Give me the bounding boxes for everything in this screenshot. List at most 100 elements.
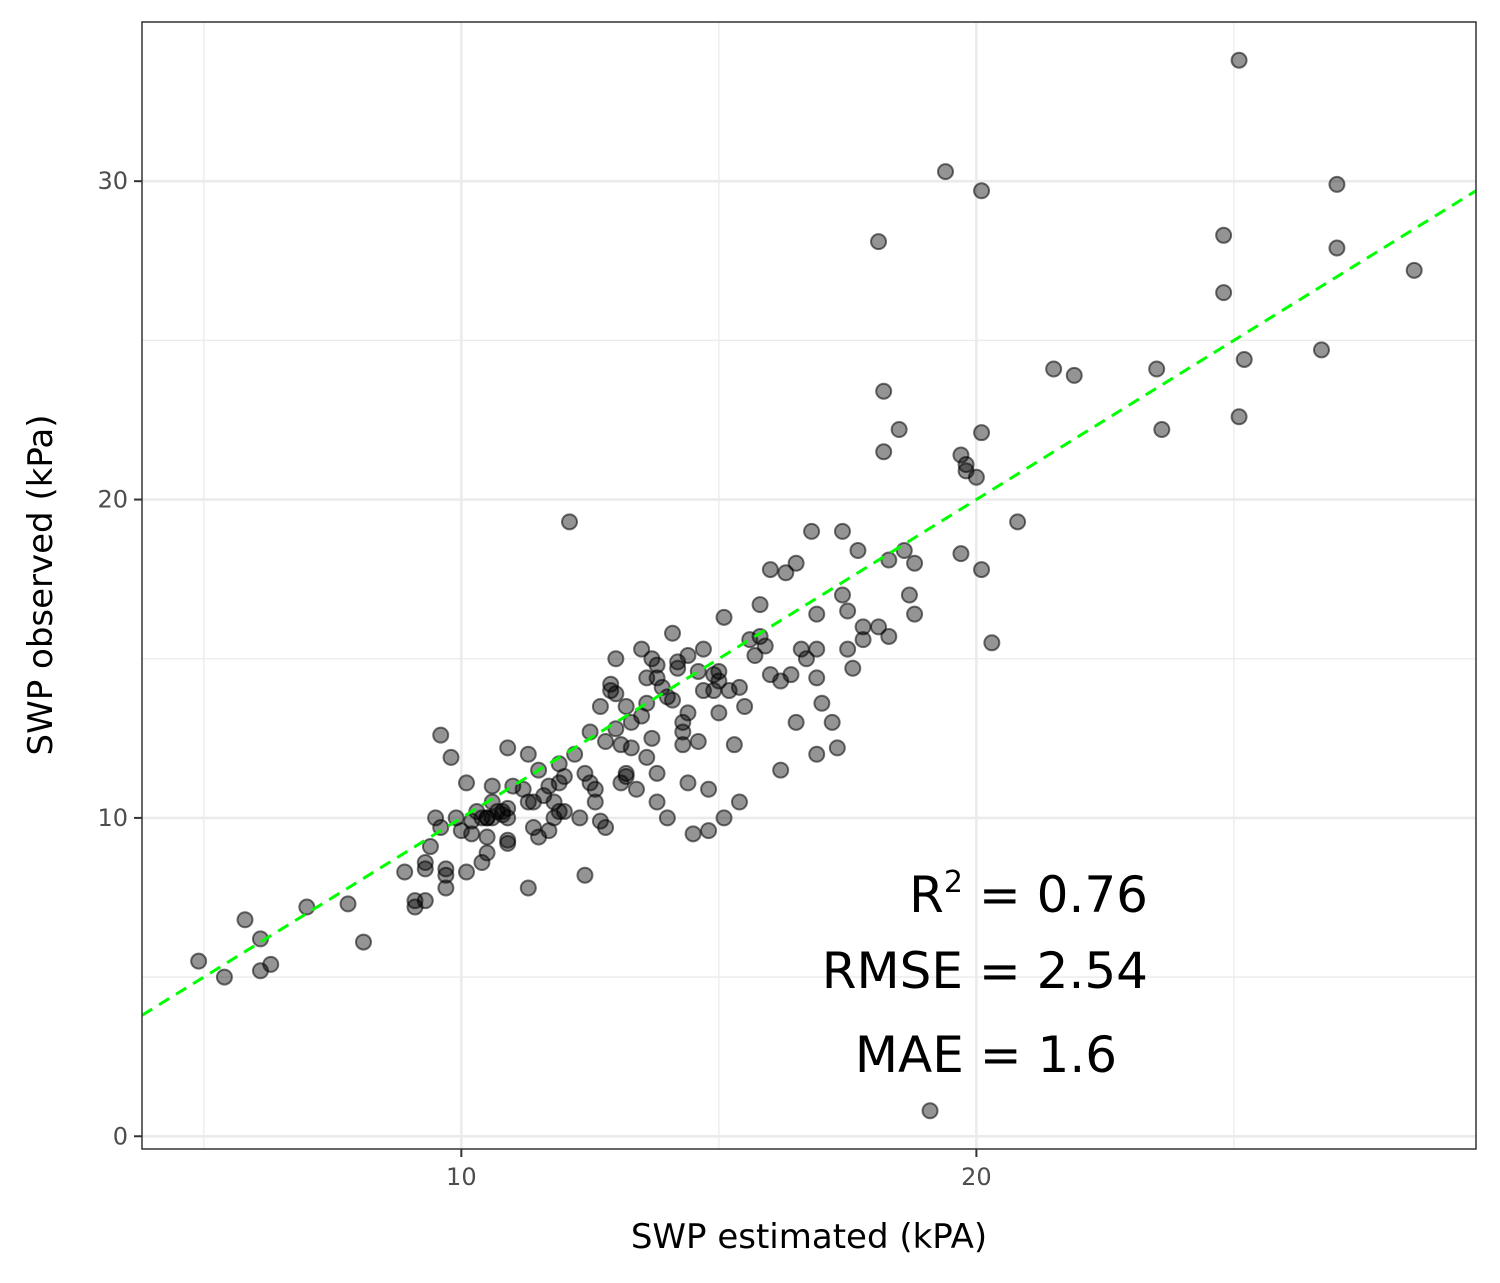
data-point [900,586,918,604]
data-point [782,666,800,684]
data-point [437,879,455,897]
data-point [648,793,666,811]
data-point [808,640,826,658]
data-point [700,780,718,798]
data-point [715,809,733,827]
data-point [643,729,661,747]
data-point [396,863,414,881]
data-point [607,720,625,738]
data-point [921,1102,939,1120]
data-point [787,713,805,731]
data-point [339,895,357,913]
data-point [416,892,434,910]
data-point [1009,513,1027,531]
data-point [880,551,898,569]
data-point [664,691,682,709]
data-point [586,793,604,811]
data-point [607,685,625,703]
data-point [555,768,573,786]
data-point [803,522,821,540]
data-point [870,233,888,251]
data-point [730,793,748,811]
data-point [437,866,455,884]
data-point [674,723,692,741]
data-point [519,745,537,763]
data-point [648,764,666,782]
data-point [906,554,924,572]
y-tick-label: 20 [97,486,128,514]
x-axis-title: SWP estimated (kPA) [631,1217,987,1257]
data-point [952,545,970,563]
reference-line [141,189,1477,1017]
data-point [1230,408,1248,426]
data-point [849,541,867,559]
data-point [689,732,707,750]
data-point [597,732,615,750]
plot-background [142,22,1476,1149]
r-squared-annotation: R2 = 0.76 [909,865,1148,924]
data-point [483,777,501,795]
data-point [679,774,697,792]
data-point [437,860,455,878]
y-tick-label: 10 [97,804,128,832]
data-point [457,863,475,881]
data-point [478,844,496,862]
data-point [797,650,815,668]
plot-border [141,21,1477,1150]
data-point [725,736,743,754]
data-point [617,768,635,786]
data-point [870,618,888,636]
data-point [833,522,851,540]
data-point [1405,261,1423,279]
axis-layer: 10 20 0 10 20 30 [97,167,991,1191]
data-point [622,739,640,757]
data-point [215,968,233,986]
data-point [560,513,578,531]
mae-annotation: MAE = 1.6 [855,1026,1117,1084]
data-point [679,647,697,665]
data-point [1065,366,1083,384]
data-point [576,866,594,884]
r-squared-superscript: 2 [944,865,963,900]
data-point [813,694,831,712]
data-point [555,803,573,821]
data-point [499,739,517,757]
data-point [658,809,676,827]
data-point [823,713,841,731]
data-point [576,764,594,782]
data-point [880,627,898,645]
data-point [602,675,620,693]
data-point [1235,350,1253,368]
data-point [679,704,697,722]
data-point [854,631,872,649]
data-point [694,640,712,658]
data-point [777,564,795,582]
data-point [1148,360,1166,378]
data-point [808,669,826,687]
data-point [772,761,790,779]
data-point [591,697,609,715]
data-point [808,745,826,763]
data-point [1215,226,1233,244]
data-point [617,697,635,715]
data-point [1312,341,1330,359]
data-point [648,656,666,674]
data-point [519,793,537,811]
r-squared-symbol: R [909,866,944,924]
data-point [715,608,733,626]
rmse-annotation: RMSE = 2.54 [822,942,1148,1000]
data-point [627,780,645,798]
data-point [756,637,774,655]
data-point [524,818,542,836]
data-point [973,182,991,200]
x-tick-label: 20 [961,1163,992,1191]
data-point [839,602,857,620]
reference-line-layer [141,189,1477,1017]
grid-layer [142,21,1476,1149]
data-point [710,662,728,680]
data-point [833,586,851,604]
data-point [710,704,728,722]
data-point [674,736,692,754]
data-point [983,634,1001,652]
